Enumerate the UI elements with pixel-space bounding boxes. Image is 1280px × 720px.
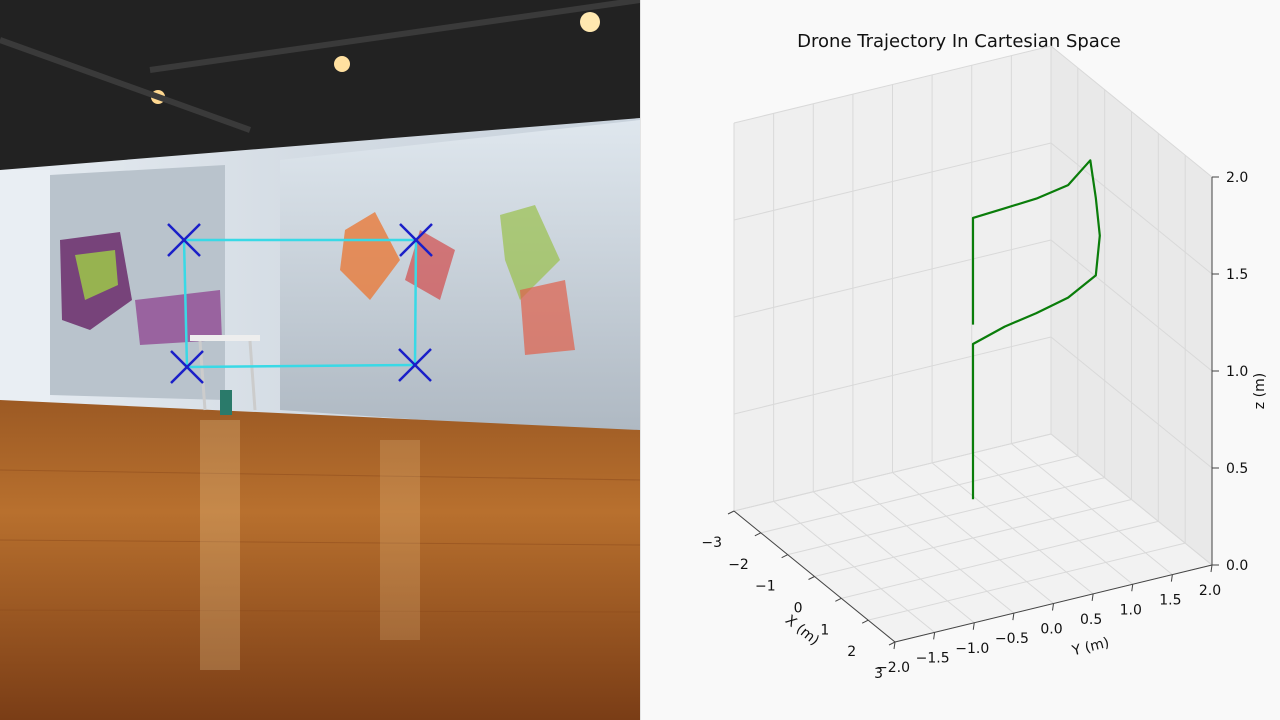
grid-line <box>733 142 1052 221</box>
tick-marks: −3 −2 −1 0 1 2 3−2.0 −1.5 −1.0 −0.5 0.0 0.5 1.0 1.5 2.… <box>701 170 1248 682</box>
z-tick-label: 2.0 <box>1226 170 1248 186</box>
x-tick-label: 1 <box>820 622 829 638</box>
grid-line <box>1050 45 1213 178</box>
trajectory-line <box>971 159 1101 500</box>
ceiling-light <box>334 56 350 72</box>
grid-line <box>812 491 975 624</box>
glass-partition <box>280 120 640 435</box>
waypoint-link <box>413 239 418 366</box>
waypoint-marker-bottom-left <box>170 350 204 384</box>
camera-view <box>0 0 640 720</box>
trajectory-chart: Drone Trajectory In Cartesian Space −3 −2… <box>701 31 1268 682</box>
z-tick-label: 1.0 <box>1226 364 1248 380</box>
y-tick-label: −2.0 <box>876 660 910 676</box>
grid-line <box>733 336 1052 415</box>
grid-lines <box>733 45 1213 643</box>
y-tick-label: −1.0 <box>955 641 989 657</box>
z-axis-label: z (m) <box>1252 373 1268 409</box>
y-axis-label: Y (m) <box>1070 635 1111 660</box>
y-tick-label: 0.0 <box>1040 622 1062 638</box>
waypoint-markers <box>167 223 433 384</box>
waypoint-links <box>182 238 418 369</box>
x-tick-label: 2 <box>847 644 856 660</box>
waypoint-link <box>186 363 416 369</box>
waypoint-link <box>182 239 189 368</box>
ceiling-light <box>580 12 600 32</box>
z-tick-label: 1.5 <box>1226 267 1248 283</box>
waypoint-marker-bottom-right <box>398 348 432 382</box>
camera-scene <box>0 0 640 720</box>
x-tick-label: −3 <box>701 535 722 551</box>
grid-line <box>773 500 935 633</box>
y-tick-label: 1.0 <box>1120 602 1142 618</box>
grid-line <box>733 45 1052 124</box>
x-tick-label: 0 <box>794 601 803 617</box>
grid-line <box>1050 239 1213 372</box>
x-tick-label: −1 <box>755 579 776 595</box>
waypoint-marker-top-left <box>167 223 201 257</box>
grid-line <box>931 462 1094 595</box>
grid-line <box>1011 443 1173 576</box>
x-axis-label: X (m) <box>782 612 822 649</box>
grid-line <box>733 433 1052 512</box>
grid-line <box>1050 336 1213 469</box>
y-tick-label: −1.5 <box>916 650 950 666</box>
trajectory-chart-panel: Drone Trajectory In Cartesian Space −3 −2… <box>640 0 1280 720</box>
waypoint-marker-top-right <box>399 223 433 257</box>
grid-line <box>852 481 1015 614</box>
y-tick-label: 1.5 <box>1159 593 1181 609</box>
grid-line <box>1050 142 1213 275</box>
y-tick-label: 0.5 <box>1080 612 1102 628</box>
y-tick-label: −0.5 <box>995 631 1029 647</box>
y-tick-label: 2.0 <box>1199 583 1221 599</box>
grid-line <box>892 472 1054 604</box>
z-tick-label: 0.5 <box>1226 461 1248 477</box>
grid-line <box>971 452 1134 585</box>
trajectory-series <box>971 159 1101 500</box>
x-tick-label: 3 <box>874 666 883 682</box>
x-tick-label: −2 <box>728 557 749 573</box>
grid-line <box>1050 433 1213 566</box>
chart-title: Drone Trajectory In Cartesian Space <box>797 31 1121 52</box>
z-tick-label: 0.0 <box>1226 558 1248 574</box>
grid-line <box>733 239 1052 318</box>
floor <box>0 400 640 720</box>
